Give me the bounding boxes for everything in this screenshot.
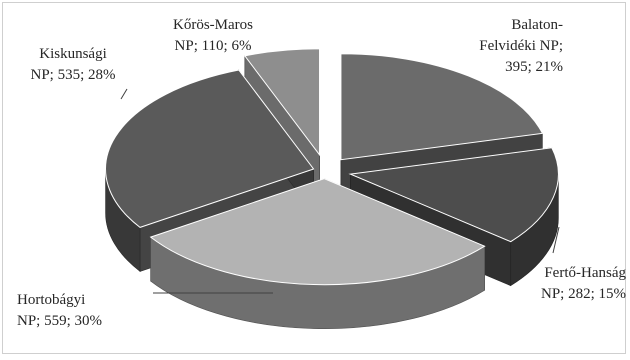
data-label-line: Kiskunsági (39, 46, 107, 62)
data-label-line: Kőrös-Maros (173, 17, 253, 33)
data-label-line: NP; 559; 30% (17, 313, 102, 329)
data-label-koros-maros: Kőrös-Maros NP; 110; 6% (173, 17, 253, 54)
leader-ferto-hansag (552, 226, 560, 254)
data-label-line: Fertő-Hanság (544, 265, 626, 281)
data-label-line: Balaton- (511, 17, 563, 33)
data-label-balaton-felvideki: Balaton- Felvidéki NP; 395; 21% (479, 17, 563, 75)
data-label-line: Felvidéki NP; (479, 38, 563, 54)
chart-area: Balaton- Felvidéki NP; 395; 21% Fertő-Hansá… (2, 2, 626, 354)
data-label-line: NP; 282; 15% (541, 286, 626, 302)
data-label-line: 395; 21% (505, 59, 563, 75)
pie-slice-hortobagyi (149, 178, 486, 329)
data-label-hortobagyi: Hortobágyi NP; 559; 30% (17, 292, 102, 329)
data-label-line: NP; 535; 28% (30, 67, 115, 83)
pie-chart: Balaton- Felvidéki NP; 395; 21% Fertő-Hansá… (17, 17, 627, 329)
leader-kiskunsagi (120, 88, 128, 100)
data-label-kiskunsagi: Kiskunsági NP; 535; 28% (30, 46, 115, 83)
data-label-ferto-hansag: Fertő-Hanság NP; 282; 15% (541, 265, 627, 302)
data-label-line: NP; 110; 6% (175, 38, 252, 54)
data-label-line: Hortobágyi (17, 292, 85, 308)
